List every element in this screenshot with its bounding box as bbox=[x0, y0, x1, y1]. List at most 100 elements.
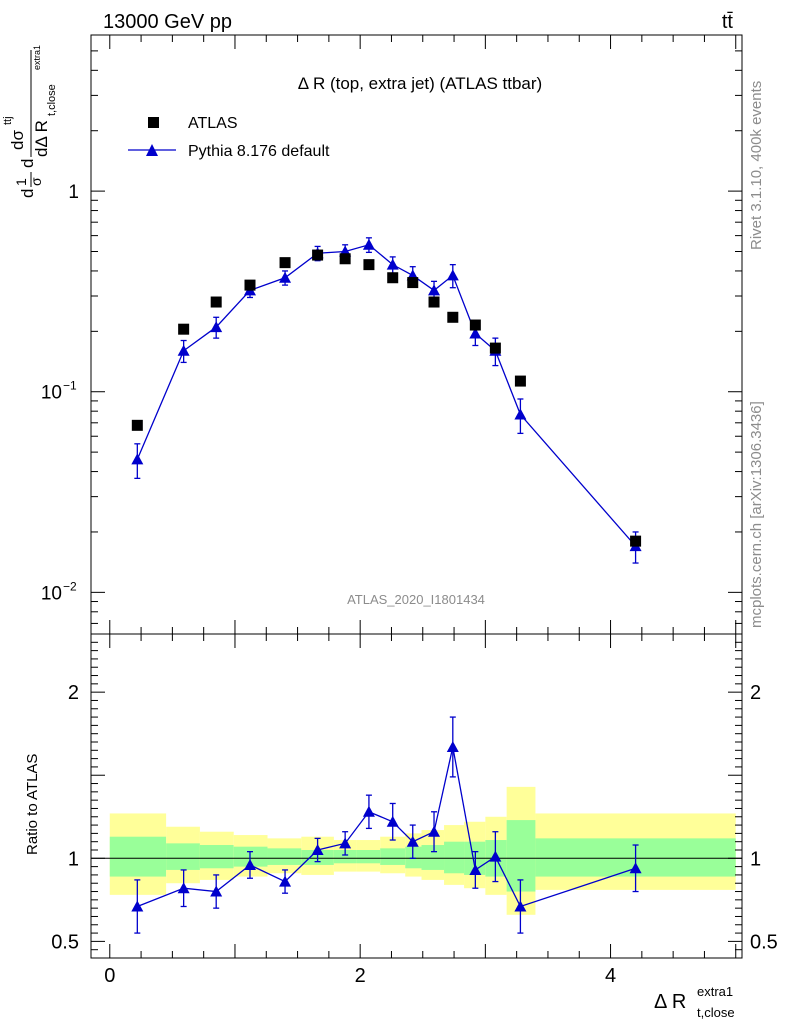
x-tick-label: 4 bbox=[605, 965, 616, 987]
y-label-denominator-sub: t,close bbox=[46, 84, 58, 116]
ratio-y-tick-label: 2 bbox=[68, 682, 79, 704]
x-label-main: Δ R bbox=[654, 991, 686, 1013]
legend-data-marker bbox=[148, 117, 159, 128]
ratio-point bbox=[514, 900, 527, 912]
mc-point bbox=[177, 344, 190, 356]
data-point bbox=[210, 296, 222, 308]
inner-band-bin bbox=[166, 843, 200, 870]
y-tick-label: 10 bbox=[41, 583, 62, 604]
data-point bbox=[514, 375, 526, 387]
y-tick-exponent: −1 bbox=[63, 379, 77, 393]
ratio-point bbox=[469, 863, 482, 875]
mc-point bbox=[446, 269, 459, 281]
process-label: tt̄ bbox=[722, 11, 734, 33]
rivet-version-label: Rivet 3.1.10, 400k events bbox=[748, 81, 765, 250]
mc-point bbox=[514, 408, 527, 420]
data-point bbox=[178, 323, 190, 335]
ratio-point bbox=[279, 875, 292, 887]
inner-band-bin bbox=[333, 850, 357, 864]
ratio-y-label: Ratio to ATLAS bbox=[24, 754, 41, 855]
legend-data-label: ATLAS bbox=[188, 115, 238, 132]
ratio-panel-frame bbox=[90, 633, 743, 959]
mc-point bbox=[279, 271, 292, 283]
data-point bbox=[339, 253, 351, 265]
legend: ATLAS Pythia 8.176 default bbox=[128, 115, 330, 160]
data-series bbox=[131, 249, 642, 547]
data-point bbox=[469, 319, 481, 331]
ratio-point bbox=[386, 815, 399, 827]
ratio-point bbox=[177, 882, 190, 894]
ratio-y-tick-label-right: 2 bbox=[750, 682, 761, 704]
data-point bbox=[447, 311, 459, 323]
y-tick-label: 10 bbox=[41, 383, 62, 404]
ratio-point bbox=[311, 844, 324, 855]
ratio-point bbox=[446, 740, 459, 752]
y-label-denominator-sup: extra1 bbox=[32, 45, 42, 70]
energy-label: 13000 GeV pp bbox=[103, 11, 232, 33]
analysis-label: ATLAS_2020_I1801434 bbox=[347, 592, 485, 607]
inner-band-bin bbox=[109, 836, 167, 877]
ratio-y-tick-label-right: 1 bbox=[750, 848, 761, 870]
y-label-numerator: dσ bbox=[8, 130, 27, 150]
x-axis-label: Δ R extra1 t,close bbox=[654, 984, 735, 1020]
inner-band-bin bbox=[380, 848, 406, 865]
data-point bbox=[244, 279, 256, 291]
mc-point bbox=[469, 327, 482, 339]
inner-band-bin bbox=[356, 850, 381, 864]
inner-band-bin bbox=[421, 845, 445, 870]
inner-band-bin bbox=[267, 848, 302, 865]
data-point bbox=[428, 296, 440, 308]
x-tick-label: 0 bbox=[104, 965, 115, 987]
y-label-d2: d bbox=[18, 159, 37, 168]
mc-line bbox=[136, 244, 637, 547]
mc-point bbox=[210, 321, 223, 333]
mc-point bbox=[362, 238, 375, 250]
y-label-d: d bbox=[18, 189, 37, 198]
data-point bbox=[312, 249, 324, 261]
data-point bbox=[630, 535, 642, 547]
source-label: mcplots.cern.ch [arXiv:1306.3436] bbox=[748, 401, 765, 628]
plot-title: Δ R (top, extra jet) (ATLAS ttbar) bbox=[298, 74, 542, 93]
y-label-denominator: dΔ R bbox=[32, 120, 51, 157]
mc-point bbox=[386, 258, 399, 270]
legend-mc-label: Pythia 8.176 default bbox=[188, 143, 330, 160]
x-label-sub: t,close bbox=[697, 1005, 735, 1020]
ratio-point bbox=[428, 825, 441, 837]
x-label-sup: extra1 bbox=[697, 984, 733, 999]
ratio-point bbox=[406, 835, 419, 847]
data-point bbox=[489, 342, 501, 354]
data-point bbox=[279, 257, 291, 269]
y-label-numerator-sup: ttj bbox=[2, 116, 14, 125]
x-tick-label: 2 bbox=[355, 965, 366, 987]
mc-series bbox=[131, 237, 642, 564]
main-y-axis-label: d 1 σ d dσ ttj dΔ R t,close extra1 bbox=[2, 45, 58, 198]
ratio-point bbox=[629, 862, 642, 874]
data-point bbox=[387, 272, 399, 284]
ratio-point bbox=[362, 805, 375, 817]
data-point bbox=[363, 259, 375, 271]
ratio-line bbox=[137, 746, 636, 908]
uncertainty-bands bbox=[91, 786, 742, 915]
ratio-y-tick-label: 1 bbox=[68, 848, 79, 870]
ratio-y-tick-label: 0.5 bbox=[51, 931, 79, 953]
data-point bbox=[131, 419, 143, 431]
inner-band-bin bbox=[444, 841, 465, 874]
y-tick-exponent: −2 bbox=[63, 579, 77, 593]
ratio-point bbox=[210, 885, 223, 897]
y-label-prefix-den: σ bbox=[28, 177, 44, 186]
mc-point bbox=[131, 453, 144, 465]
y-tick-label: 1 bbox=[68, 182, 79, 203]
data-point bbox=[407, 277, 419, 289]
ratio-y-tick-label-right: 0.5 bbox=[750, 931, 778, 953]
ratio-point bbox=[131, 900, 144, 912]
mc-point bbox=[428, 284, 441, 296]
ratio-point bbox=[339, 837, 352, 849]
ratio-point bbox=[489, 850, 502, 862]
ratio-point bbox=[243, 858, 256, 870]
y-label-prefix-num: 1 bbox=[13, 178, 29, 186]
legend-mc-marker bbox=[146, 144, 158, 156]
ratio-series bbox=[131, 716, 642, 934]
inner-band-bin bbox=[199, 845, 234, 869]
